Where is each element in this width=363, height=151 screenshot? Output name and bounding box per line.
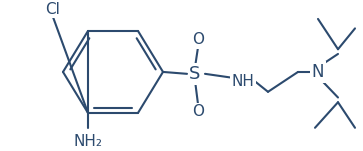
Text: Cl: Cl [45,2,60,17]
Text: NH: NH [232,74,254,89]
Text: O: O [192,104,204,119]
Text: N: N [312,63,324,81]
Text: O: O [192,32,204,47]
Text: S: S [189,65,201,83]
Text: NH₂: NH₂ [73,134,102,149]
